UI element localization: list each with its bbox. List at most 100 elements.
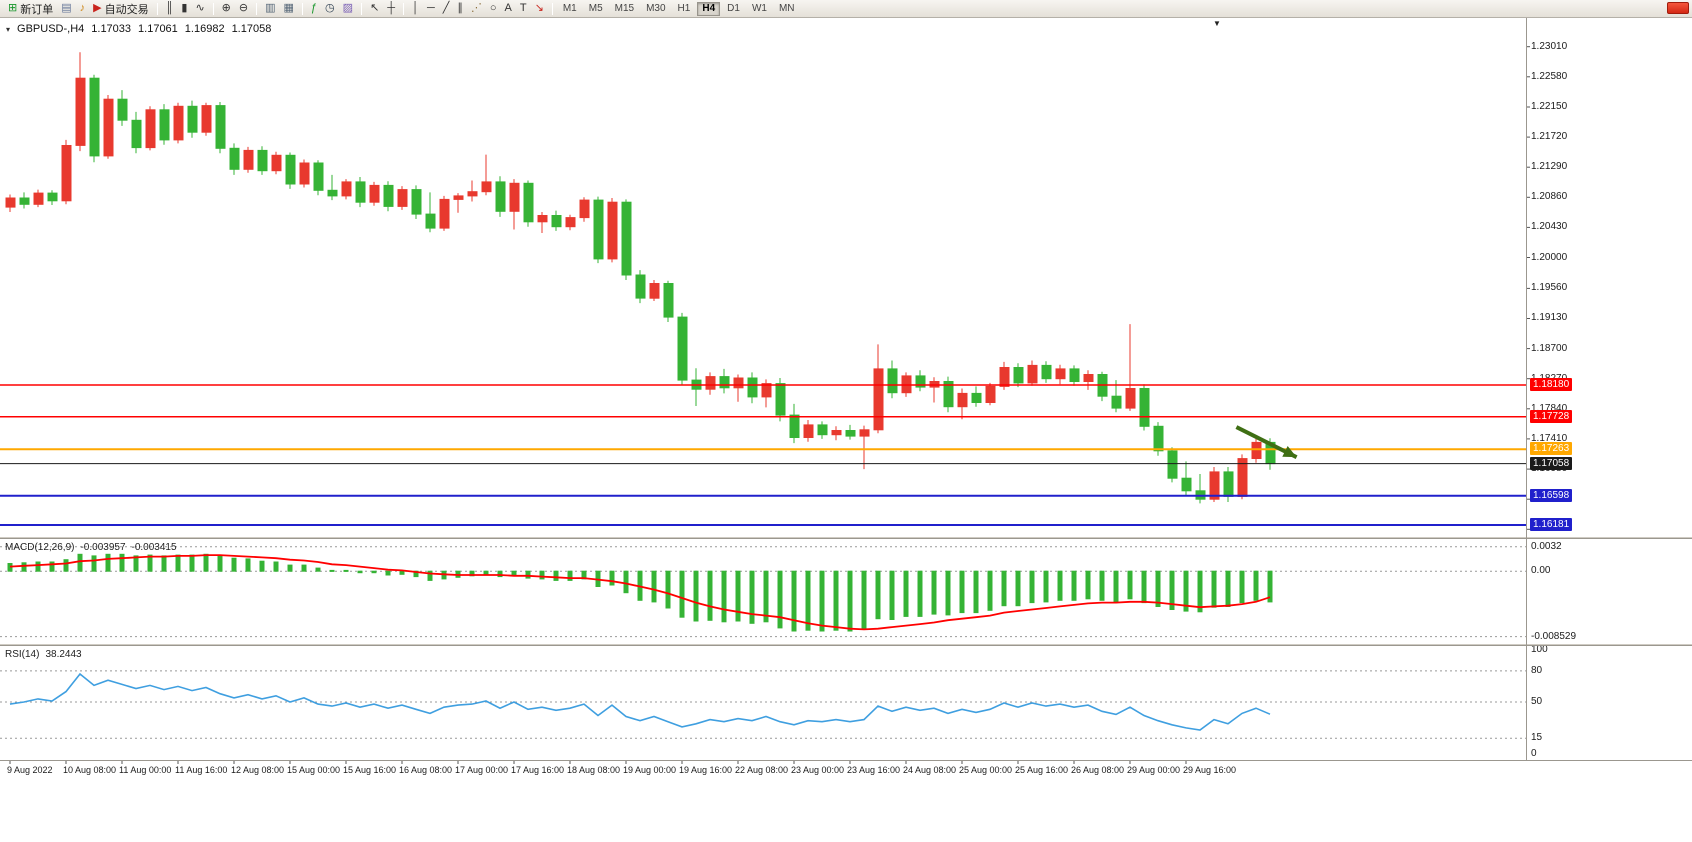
candle-body (33, 192, 44, 205)
crosshair-button[interactable]: ┼ (383, 1, 399, 17)
price-low: 1.16982 (184, 23, 225, 35)
alert-indicator[interactable] (1667, 2, 1689, 14)
price-axis-tick-label: 1.20430 (1531, 221, 1568, 232)
macd-histogram-bar (707, 570, 713, 621)
fibonacci-button[interactable]: ⋰ (467, 1, 486, 17)
vertical-line-button[interactable]: │ (408, 1, 423, 17)
tf-h1[interactable]: H1 (677, 3, 691, 14)
price-axis-separator[interactable] (1526, 18, 1527, 760)
price-axis-tick-label: 1.20000 (1531, 252, 1568, 263)
arrows-button[interactable]: ↘ (531, 1, 548, 17)
time-axis-label: 24 Aug 08:00 (903, 765, 957, 775)
autotrading-icon: ▶ (93, 2, 102, 14)
rsi-axis-label: 100 (1531, 644, 1548, 655)
tf-d1[interactable]: D1 (727, 3, 740, 14)
tf-mn[interactable]: MN (778, 3, 795, 14)
text-button[interactable]: A (501, 1, 516, 17)
time-axis-label: 15 Aug 16:00 (343, 765, 397, 775)
candlestick-chart-button[interactable]: ▮ (177, 1, 191, 17)
channel-button[interactable]: ∥ (453, 1, 467, 17)
candle-body (915, 375, 926, 388)
macd-histogram-bar (567, 570, 573, 581)
candle-body (663, 283, 674, 318)
time-axis-label: 23 Aug 16:00 (847, 765, 901, 775)
macd-histogram-bar (203, 553, 209, 572)
zoom-out-button[interactable]: ⊖ (235, 1, 252, 17)
candle-body (971, 392, 982, 403)
macd-histogram-bar (315, 567, 321, 572)
time-axis-label: 22 Aug 08:00 (735, 765, 789, 775)
macd-histogram-bar (1029, 570, 1035, 604)
macd-axis-label: 0.00 (1531, 565, 1551, 576)
price-axis-tick-label: 1.22580 (1531, 71, 1568, 82)
zoom-in-button[interactable]: ⊕ (218, 1, 235, 17)
alerts-sound-button[interactable]: ♪ (76, 1, 90, 17)
rsi-value: 38.2443 (45, 649, 82, 660)
time-axis-label: 15 Aug 00:00 (287, 765, 341, 775)
macd-histogram-bar (1057, 570, 1063, 601)
auto-scroll-icon: ▥ (265, 2, 276, 14)
macd-histogram-bar (427, 570, 433, 581)
macd-histogram-bar (343, 569, 349, 572)
macd-histogram-bar (371, 570, 377, 574)
candle-body (159, 109, 170, 141)
new-order-button[interactable]: ⊞ 新订单 (4, 1, 57, 17)
candle-body (173, 105, 184, 141)
trendline-button[interactable]: ╱ (439, 1, 454, 17)
symbol-collapse-icon[interactable]: ▾ (6, 24, 11, 34)
price-axis-tick-label: 1.23010 (1531, 41, 1568, 52)
candle-body (383, 184, 394, 207)
tf-h4[interactable]: H4 (697, 1, 721, 16)
candle-body (943, 381, 954, 408)
macd-histogram-bar (763, 570, 769, 623)
tf-m30[interactable]: M30 (646, 3, 666, 14)
label-icon: T (519, 2, 527, 14)
chart-shift-button[interactable]: ▦ (280, 1, 298, 17)
channel-icon: ∥ (457, 2, 463, 14)
candle-body (677, 316, 688, 381)
alerts-sound-icon: ♪ (79, 2, 86, 14)
candle-body (411, 189, 422, 215)
macd-axis-label: -0.008529 (1531, 631, 1577, 642)
macd-histogram-bar (91, 555, 97, 572)
macd-histogram-bar (231, 557, 237, 572)
line-chart-button[interactable]: ∿ (191, 1, 208, 17)
candle-body (229, 147, 240, 170)
shapes-button[interactable]: ○ (486, 1, 501, 17)
cursor-button[interactable]: ↖ (366, 1, 383, 17)
label-button[interactable]: T (516, 1, 531, 17)
symbol-period: GBPUSD-,H4 (17, 23, 85, 35)
macd-histogram-bar (917, 570, 923, 617)
zoom-out-icon: ⊖ (238, 2, 249, 14)
autotrading-button[interactable]: ▶ 自动交易 (89, 1, 152, 17)
resistance-line-2-price-label: 1.17728 (1530, 410, 1573, 423)
bar-chart-button[interactable]: ║ (162, 1, 178, 17)
candle-body (327, 189, 338, 197)
indicators-button[interactable]: ƒ (307, 1, 321, 17)
toolbar-separator (256, 2, 258, 15)
time-axis-label: 26 Aug 08:00 (1071, 765, 1125, 775)
tf-w1[interactable]: W1 (751, 3, 767, 14)
periods-button[interactable]: ◷ (321, 1, 339, 17)
horizontal-line-button[interactable]: ─ (423, 1, 439, 17)
time-axis-label: 29 Aug 00:00 (1127, 765, 1181, 775)
candle-body (985, 385, 996, 403)
templates-button[interactable]: ▨ (339, 1, 357, 17)
candle-body (1209, 471, 1220, 500)
chart-profiles-button[interactable]: ▤ (57, 1, 75, 17)
macd-histogram-bar (945, 570, 951, 616)
price-high: 1.17061 (138, 23, 178, 35)
tf-m5[interactable]: M5 (588, 3, 603, 14)
panel-splitter-rsi[interactable] (0, 644, 1692, 646)
auto-scroll-button[interactable]: ▥ (261, 1, 279, 17)
tf-m15[interactable]: M15 (614, 3, 635, 14)
macd-histogram-bar (861, 570, 867, 630)
panel-splitter-macd[interactable] (0, 537, 1692, 539)
price-axis-tick-label: 1.22150 (1531, 101, 1568, 112)
candle-body (719, 376, 730, 389)
time-axis-label: 17 Aug 00:00 (455, 765, 509, 775)
macd-histogram-bar (777, 570, 783, 629)
macd-histogram-bar (903, 570, 909, 617)
tf-m1[interactable]: M1 (562, 3, 577, 14)
